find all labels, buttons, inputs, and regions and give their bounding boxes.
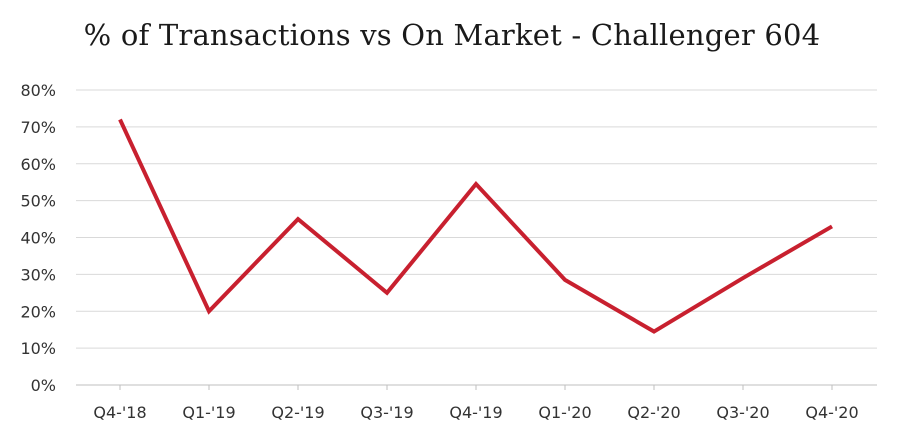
y-tick-label: 20% — [20, 302, 56, 321]
y-axis-ticks: 0% 10% 20% 30% 40% 50% 60% 70% 80% — [20, 81, 56, 395]
y-tick-label: 10% — [20, 339, 56, 358]
y-tick-label: 50% — [20, 192, 56, 211]
x-tick-label: Q1-'19 — [182, 403, 235, 422]
x-tick-label: Q3-'20 — [716, 403, 769, 422]
gridlines — [76, 89, 877, 386]
series-line — [118, 118, 834, 334]
chart-title: % of Transactions vs On Market - Challen… — [83, 18, 821, 52]
y-tick-label: 30% — [20, 265, 56, 284]
x-tick-label: Q2-'19 — [271, 403, 324, 422]
x-tick-label: Q2-'20 — [627, 403, 680, 422]
y-tick-label: 0% — [31, 376, 56, 395]
series-layer — [118, 118, 834, 334]
x-tick-label: Q1-'20 — [538, 403, 591, 422]
y-tick-label: 60% — [20, 155, 56, 174]
y-tick-label: 40% — [20, 229, 56, 248]
x-tick-label: Q3-'19 — [360, 403, 413, 422]
x-tick-label: Q4-'20 — [805, 403, 858, 422]
x-tick-label: Q4-'19 — [449, 403, 502, 422]
x-tick-label: Q4-'18 — [93, 403, 146, 422]
y-tick-label: 80% — [20, 81, 56, 100]
x-axis-ticks: Q4-'18 Q1-'19 Q2-'19 Q3-'19 Q4-'19 Q1-'20 Q2-'… — [93, 385, 859, 422]
y-tick-label: 70% — [20, 118, 56, 137]
